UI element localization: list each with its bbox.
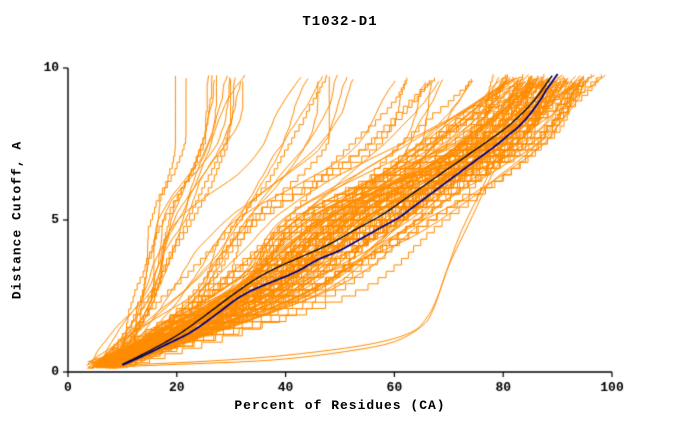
y-axis-label: Distance Cutoff, A [9, 140, 25, 300]
chart-title: T1032-D1 [302, 14, 378, 30]
x-axis-label: Percent of Residues (CA) [234, 398, 446, 413]
